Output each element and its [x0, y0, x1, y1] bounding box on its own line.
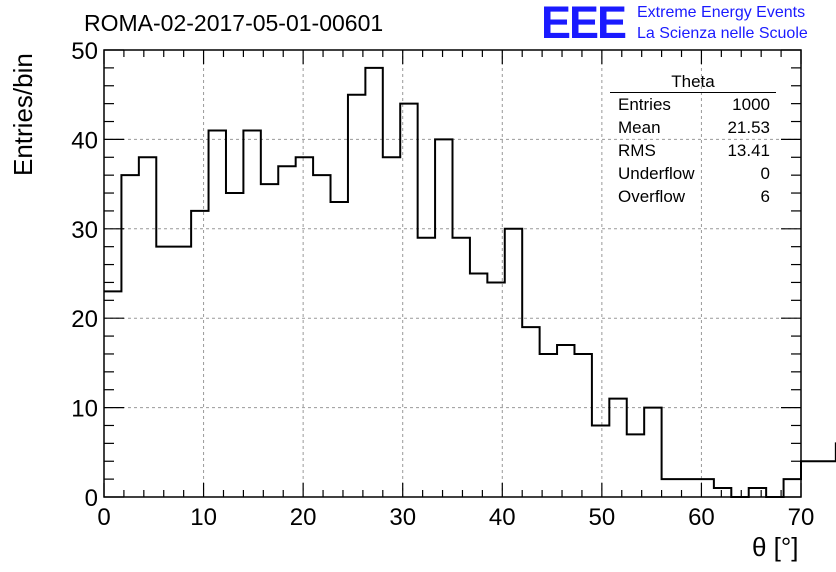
logo-text-line1: Extreme Energy Events — [637, 4, 806, 21]
histogram-series-line — [104, 66, 836, 498]
stats-label: RMS — [618, 141, 656, 160]
y-tick-label: 20 — [71, 306, 98, 333]
x-tick-label: 70 — [788, 504, 815, 531]
stats-label: Entries — [618, 95, 671, 114]
stats-row-entries: Entries 1000 — [610, 93, 776, 116]
y-tick-label: 40 — [71, 127, 98, 154]
y-tick-label: 50 — [71, 38, 98, 65]
stats-value: 21.53 — [727, 118, 770, 137]
stats-row-overflow: Overflow 6 — [610, 185, 776, 208]
x-tick-label: 0 — [97, 504, 110, 531]
stats-value: 1000 — [732, 95, 770, 114]
x-tick-label: 30 — [389, 504, 416, 531]
stats-value: 6 — [760, 187, 770, 206]
plot-frame — [103, 49, 802, 498]
stats-box: Theta Entries 1000 Mean 21.53 RMS 13.41 … — [610, 72, 776, 208]
stats-title: Theta — [610, 72, 776, 93]
logo-text-line2: La Scienza nelle Scuole — [637, 25, 808, 42]
x-axis-label: θ [°] — [752, 532, 799, 562]
stats-label: Underflow — [618, 164, 695, 183]
eee-logo: EEE — [541, 0, 627, 48]
x-tick-label: 40 — [489, 504, 516, 531]
stats-row-underflow: Underflow 0 — [610, 162, 776, 185]
stats-label: Overflow — [618, 187, 686, 206]
x-tick-label: 60 — [688, 504, 715, 531]
stats-value: 0 — [760, 164, 770, 183]
chart-title: ROMA-02-2017-05-01-00601 — [84, 10, 384, 36]
stats-row-rms: RMS 13.41 — [610, 139, 776, 162]
x-tick-label: 10 — [190, 504, 217, 531]
y-tick-label: 10 — [71, 396, 98, 423]
y-tick-label: 0 — [85, 485, 98, 512]
x-tick-label: 20 — [290, 504, 317, 531]
y-axis-label: Entries/bin — [8, 53, 38, 176]
stats-row-mean: Mean 21.53 — [610, 116, 776, 139]
x-tick-label: 50 — [589, 504, 616, 531]
stats-value: 13.41 — [727, 141, 770, 160]
y-tick-label: 30 — [71, 217, 98, 244]
stats-label: Mean — [618, 118, 661, 137]
